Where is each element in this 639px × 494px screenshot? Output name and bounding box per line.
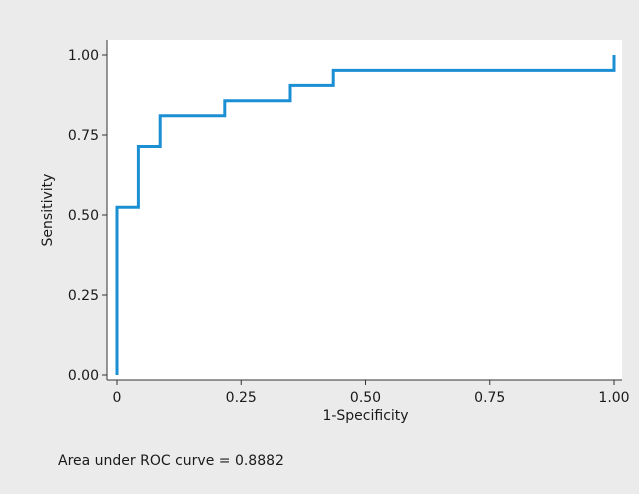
- x-axis-title: 1-Specificity: [322, 408, 408, 424]
- x-tick-label: 0: [113, 390, 122, 406]
- y-tick-label: 0.00: [68, 368, 99, 384]
- y-axis-title: Sensitivity: [40, 174, 56, 247]
- roc-curve-line: [115, 55, 616, 375]
- y-tick-label: 0.75: [68, 128, 99, 144]
- y-tick-label: 1.00: [68, 48, 99, 64]
- auc-annotation: Area under ROC curve = 0.8882: [58, 453, 284, 469]
- x-axis-ticks: 0 0.25 0.50 0.75 1.00: [113, 380, 630, 406]
- y-tick-label: 0.25: [68, 288, 99, 304]
- plot-area: [107, 40, 622, 380]
- y-tick-label: 0.50: [68, 208, 99, 224]
- x-tick-label: 0.50: [350, 390, 381, 406]
- series-layer: [115, 55, 616, 375]
- x-tick-label: 1.00: [598, 390, 629, 406]
- y-axis-ticks: 0.00 0.25 0.50 0.75 1.00: [68, 48, 107, 384]
- x-tick-label: 0.75: [474, 390, 505, 406]
- x-tick-label: 0.25: [226, 390, 257, 406]
